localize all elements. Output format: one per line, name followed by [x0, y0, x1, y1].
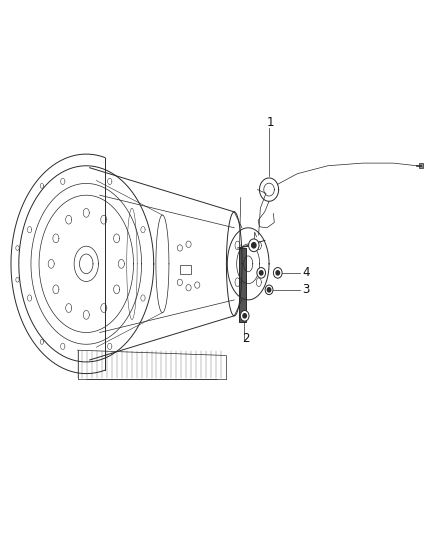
FancyBboxPatch shape — [419, 163, 423, 168]
Circle shape — [259, 271, 263, 275]
Text: 1: 1 — [267, 116, 274, 129]
FancyBboxPatch shape — [240, 248, 247, 322]
Circle shape — [276, 271, 279, 275]
Circle shape — [249, 239, 259, 252]
Text: 3: 3 — [303, 283, 310, 296]
Circle shape — [243, 314, 247, 318]
Circle shape — [257, 268, 265, 278]
Circle shape — [265, 285, 273, 295]
Circle shape — [273, 268, 282, 278]
Text: 4: 4 — [303, 266, 310, 279]
Circle shape — [252, 243, 256, 248]
FancyBboxPatch shape — [180, 265, 191, 274]
Text: 2: 2 — [243, 332, 250, 345]
Circle shape — [267, 288, 271, 292]
Circle shape — [240, 311, 249, 321]
